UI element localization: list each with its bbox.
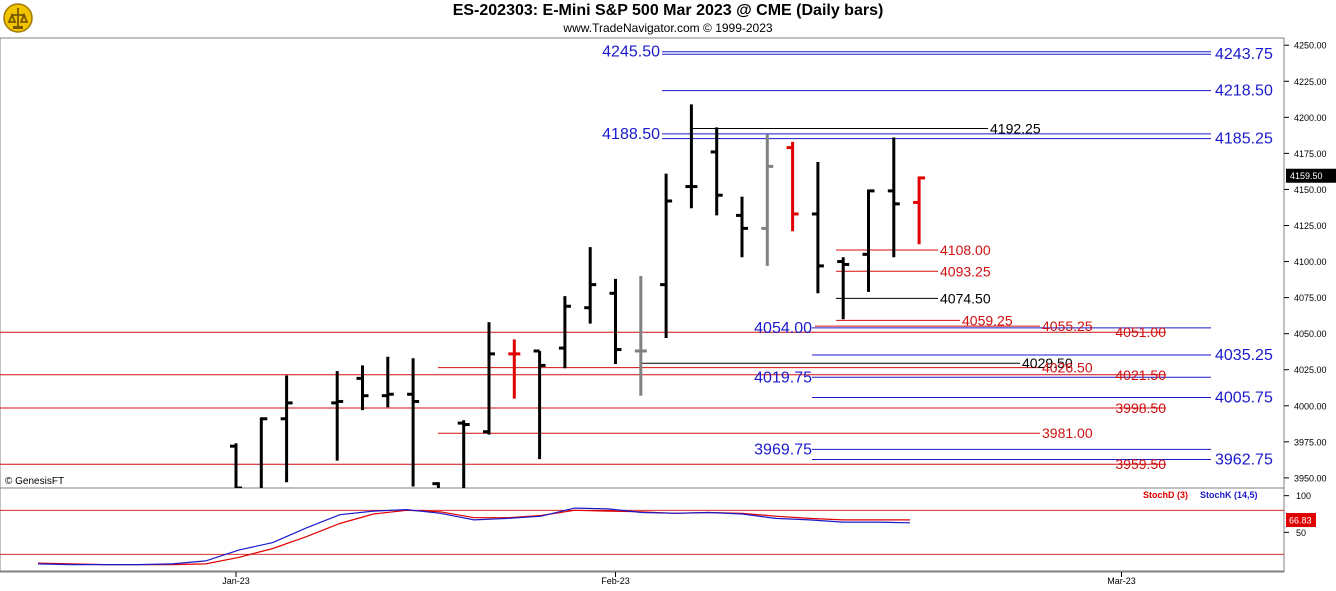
level-label: 4054.00: [754, 320, 812, 337]
price-tick-label: 4200.00: [1294, 113, 1327, 123]
date-axis-ticks: Jan-23 Feb-23 Mar-23: [222, 572, 1136, 586]
stochastic-last-value-box: [1286, 512, 1316, 527]
stochastic-tick-label: 100: [1296, 491, 1311, 501]
price-tick-label: 4050.00: [1294, 329, 1327, 339]
level-label: 4108.00: [940, 242, 991, 258]
price-tick-label: 4150.00: [1294, 185, 1327, 195]
level-label: 4188.50: [602, 126, 660, 143]
last-price-label: 4159.50: [1290, 171, 1323, 181]
stochd-legend-label: StochD (3): [1143, 490, 1188, 500]
stochastic-tick-label: 50: [1296, 528, 1306, 538]
stochastic-axis: 50 100 66.83: [1284, 491, 1316, 538]
stochk-line: [37, 507, 911, 566]
price-tick-label: 4075.00: [1294, 293, 1327, 303]
date-tick-label: Mar-23: [1107, 576, 1136, 586]
stochastic-last-value: 66.83: [1289, 515, 1312, 525]
price-tick-label: 4125.00: [1294, 221, 1327, 231]
price-axis-ticks: 3950.00 3975.00 4000.00 4025.00 4050.00 4075.…: [1284, 41, 1336, 483]
ohlc-bars-layer: [230, 104, 926, 488]
price-tick-label: 3950.00: [1294, 473, 1327, 483]
price-tick-label: 4175.00: [1294, 149, 1327, 159]
stochastic-legend: StochD (3) StochK (14,5): [1143, 490, 1258, 500]
level-lines-layer: [0, 51, 1211, 465]
level-label: 3959.50: [1115, 456, 1166, 472]
stochk-legend-label: StochK (14,5): [1200, 490, 1258, 500]
level-label: 3998.50: [1115, 400, 1166, 416]
last-price-box: [1286, 168, 1336, 183]
level-label: 4192.25: [990, 121, 1041, 137]
date-tick-label: Jan-23: [222, 576, 250, 586]
date-tick-label: Feb-23: [601, 576, 630, 586]
chart-header: ES-202303: E-Mini S&P 500 Mar 2023 @ CME…: [0, 0, 1336, 38]
level-label: 4026.50: [1042, 360, 1093, 376]
level-label: 4059.25: [962, 312, 1013, 328]
level-label: 4051.00: [1115, 324, 1166, 340]
level-label: 4185.25: [1215, 131, 1273, 148]
level-label: 4243.75: [1215, 46, 1273, 63]
price-tick-label: 4225.00: [1294, 77, 1327, 87]
chart-title: ES-202303: E-Mini S&P 500 Mar 2023 @ CME…: [452, 2, 884, 19]
level-label: 4245.50: [602, 44, 660, 61]
level-label: 4035.25: [1215, 347, 1273, 364]
level-label: 4019.75: [754, 369, 812, 386]
price-tick-label: 3975.00: [1294, 437, 1327, 447]
level-label: 3981.00: [1042, 425, 1093, 441]
level-label: 4005.75: [1215, 389, 1273, 406]
level-label: 4218.50: [1215, 83, 1273, 100]
level-label: 4021.50: [1115, 367, 1166, 383]
level-label: 3962.75: [1215, 452, 1273, 469]
stochd-line: [37, 509, 910, 566]
stochastic-layer: [0, 507, 1284, 566]
genesis-watermark: © GenesisFT: [5, 476, 64, 487]
level-label: 4055.25: [1042, 318, 1093, 334]
level-label: 4074.50: [940, 290, 991, 306]
chart-subtitle: www.TradeNavigator.com © 1999-2023: [563, 21, 773, 35]
level-labels-layer: 4245.50 4243.75 4218.50 4192.25 4188.50 4185.…: [602, 44, 1273, 473]
level-label: 3969.75: [754, 441, 812, 458]
trade-navigator-logo-icon: [2, 2, 34, 34]
price-tick-label: 4250.00: [1294, 41, 1327, 51]
price-tick-label: 4000.00: [1294, 401, 1327, 411]
price-tick-label: 4100.00: [1294, 257, 1327, 267]
price-tick-label: 4025.00: [1294, 365, 1327, 375]
price-axis-area: [1284, 38, 1336, 591]
level-label: 4029.50: [1022, 355, 1073, 371]
level-label: 4093.25: [940, 263, 991, 279]
